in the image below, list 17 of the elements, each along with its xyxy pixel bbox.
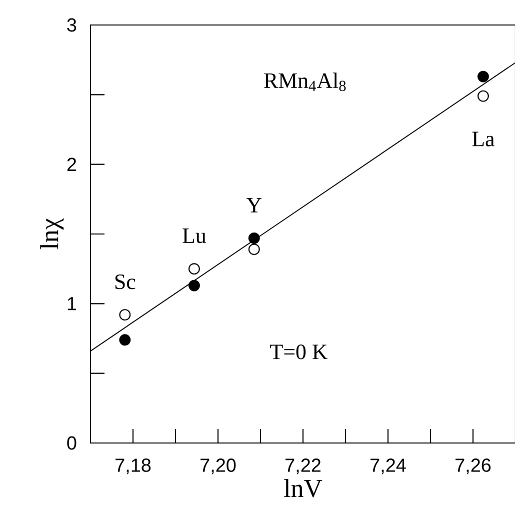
x-tick-label: 7,20 — [200, 458, 236, 474]
x-tick-label: 7,24 — [370, 458, 406, 474]
x-tick-label: 7,18 — [116, 458, 151, 474]
y-tick-label: 0 — [67, 436, 76, 450]
x-tick-label: 7,22 — [286, 458, 320, 474]
annotation: Y — [246, 198, 262, 212]
y-axis-title: lnχ — [40, 218, 64, 250]
annotation: RMn$_{4}$Al$_{8}$ — [264, 72, 346, 92]
annotation: La — [472, 132, 494, 146]
x-tick-label: 7,26 — [456, 458, 491, 474]
annotation: Sc — [115, 274, 136, 290]
y-tick-label: 2 — [67, 158, 76, 171]
x-axis-title: lnV — [284, 479, 322, 498]
annotation: T=0 K — [270, 344, 328, 360]
annotation: Lu — [182, 228, 206, 244]
y-tick-label: 1 — [68, 297, 76, 310]
y-tick-label: 3 — [67, 18, 76, 32]
